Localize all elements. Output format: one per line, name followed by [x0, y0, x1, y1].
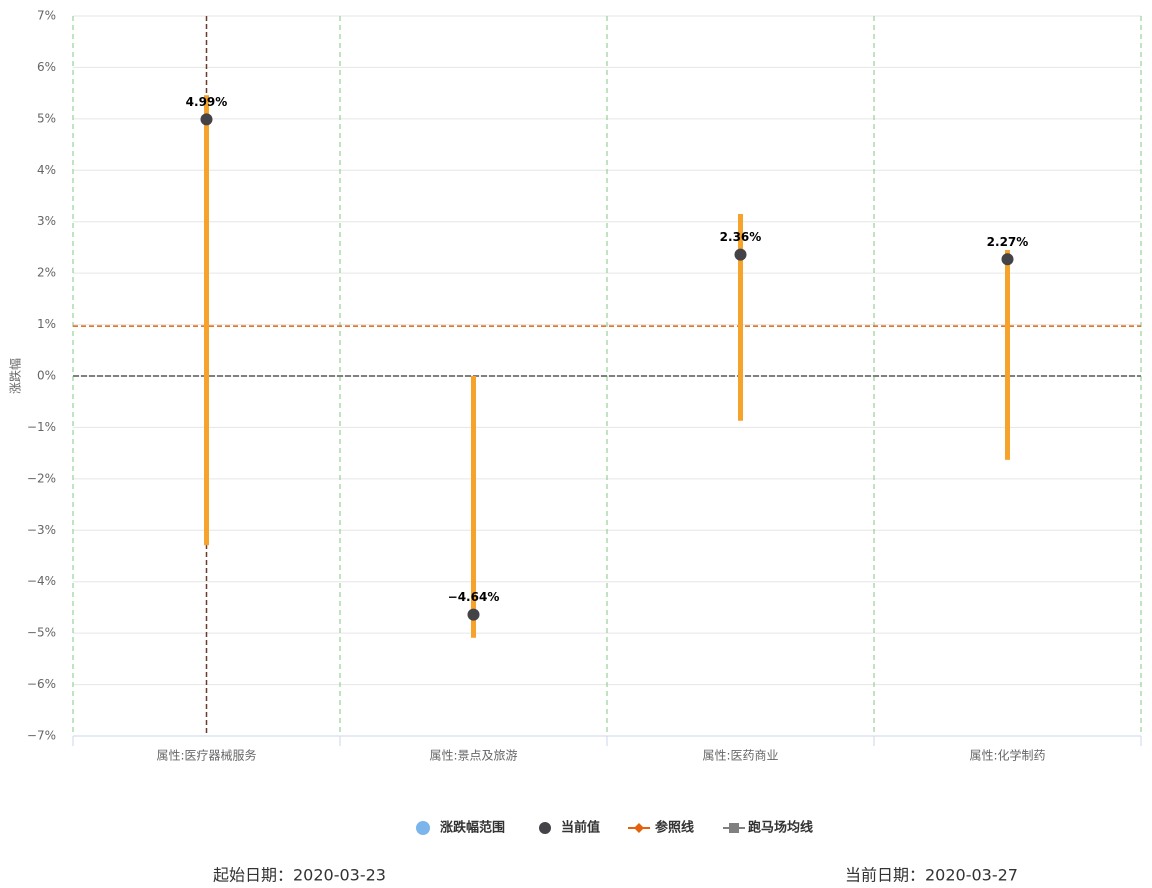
start-date: 起始日期：2020-03-23 — [213, 866, 386, 885]
y-tick-label: 6% — [37, 60, 56, 74]
data-label: 2.36% — [720, 230, 762, 244]
y-tick-label: 5% — [37, 111, 56, 125]
x-tick-label: 属性:化学制药 — [969, 748, 1045, 763]
data-label: 2.27% — [987, 235, 1029, 249]
current-dot — [1001, 253, 1014, 266]
y-tick-label: 3% — [37, 214, 56, 228]
legend-label: 跑马场均线 — [748, 820, 813, 836]
x-tick-label: 属性:景点及旅游 — [429, 749, 517, 763]
x-tick-label: 属性:医药商业 — [702, 748, 778, 763]
legend-label: 当前值 — [561, 820, 600, 836]
y-tick-label: 0% — [37, 369, 56, 383]
y-tick-label: 2% — [37, 266, 56, 280]
y-tick-label: 1% — [37, 317, 56, 331]
y-tick-label: −7% — [27, 729, 56, 743]
legend-swatch — [729, 823, 739, 833]
range-bar — [738, 214, 743, 421]
x-tick-label: 属性:医疗器械服务 — [156, 748, 256, 763]
y-tick-label: −2% — [27, 471, 56, 485]
legend-label: 参照线 — [655, 820, 694, 836]
y-tick-label: −6% — [27, 677, 56, 691]
data-label: 4.99% — [186, 95, 228, 109]
current-dot — [734, 248, 747, 261]
data-label: −4.64% — [448, 590, 500, 604]
y-tick-label: −1% — [27, 420, 56, 434]
current-date: 当前日期：2020-03-27 — [845, 866, 1018, 885]
range-bar — [471, 376, 476, 638]
y-tick-label: 4% — [37, 163, 56, 177]
range-bar — [204, 95, 209, 546]
y-axis-title: 涨跌幅 — [8, 358, 23, 394]
legend-swatch — [416, 821, 430, 835]
legend-swatch — [634, 823, 644, 833]
current-dot — [200, 113, 213, 126]
legend-label: 涨跌幅范围 — [439, 820, 505, 836]
y-tick-label: −4% — [27, 574, 56, 588]
legend-swatch — [539, 822, 551, 834]
y-tick-label: −3% — [27, 523, 56, 537]
y-tick-label: 7% — [37, 9, 56, 23]
current-dot — [467, 608, 480, 621]
y-tick-label: −5% — [27, 626, 56, 640]
range-bar — [1005, 250, 1010, 460]
